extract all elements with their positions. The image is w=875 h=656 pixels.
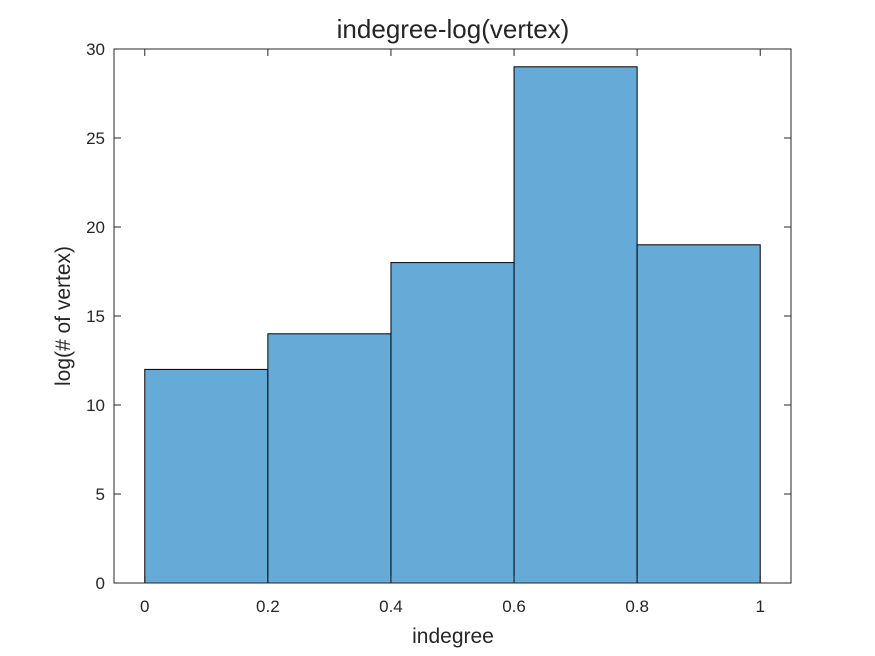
y-axis-label: log(# of vertex) [52, 246, 75, 386]
y-tick-label-1: 0 [96, 574, 105, 593]
x-tick-label-5: 0.8 [625, 597, 649, 616]
x-tick-label-3: 0.4 [379, 597, 403, 616]
x-tick-label-1: 0 [140, 597, 149, 616]
x-tick-label-2: 0.2 [256, 597, 280, 616]
histogram-bar-2 [267, 333, 392, 584]
histogram-bar-4 [513, 66, 638, 584]
bars-group [144, 66, 761, 584]
y-tick-label-7: 30 [86, 40, 105, 59]
x-tick-label-4: 0.6 [502, 597, 526, 616]
x-axis-label: indegree [412, 625, 494, 648]
histogram-bar-1 [144, 368, 269, 584]
y-tick-label-4: 15 [86, 307, 105, 326]
y-tick-label-3: 10 [86, 396, 105, 415]
y-tick-label-6: 25 [86, 129, 105, 148]
y-tick-label-2: 5 [96, 485, 105, 504]
histogram-bar-3 [390, 262, 515, 584]
x-tick-label-6: 1 [755, 597, 764, 616]
chart-title: indegree-log(vertex) [337, 14, 570, 44]
y-tick-label-5: 20 [86, 218, 105, 237]
histogram-bar-5 [636, 244, 761, 584]
